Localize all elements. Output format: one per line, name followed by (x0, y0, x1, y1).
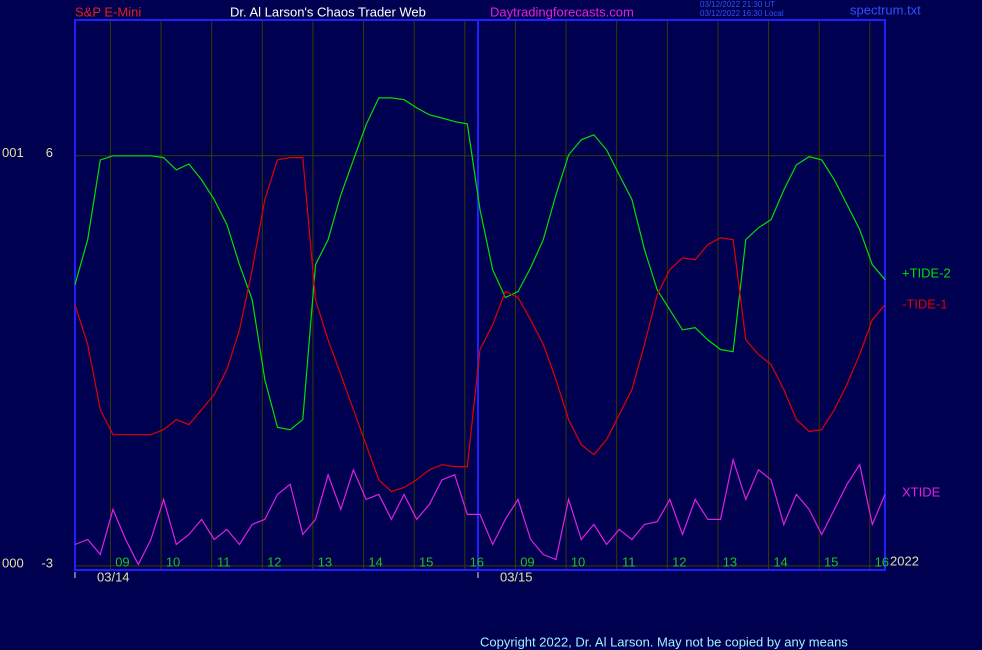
series-label: -TIDE-1 (902, 296, 948, 311)
series-label: XTIDE (902, 484, 941, 499)
x-tick-label: 13 (318, 554, 332, 569)
x-tick-label: 11 (622, 554, 636, 569)
date-label: 03/14 (97, 569, 130, 584)
x-tick-label: 10 (571, 554, 585, 569)
timestamp: 03/12/2022 16:30 Local (700, 9, 784, 18)
x-tick-label: 09 (115, 554, 129, 569)
x-tick-label: 16 (470, 554, 484, 569)
timestamp: 03/12/2022 21:30 UT (700, 0, 775, 9)
plot-frame (74, 19, 886, 571)
x-tick-label: 13 (723, 554, 737, 569)
x-tick-label: 15 (824, 554, 838, 569)
x-tick-label: 12 (672, 554, 686, 569)
date-label: 03/15 (500, 569, 533, 584)
x-tick-label: 14 (368, 554, 382, 569)
instrument: S&P E-Mini (75, 4, 141, 19)
x-tick-label: 10 (166, 554, 180, 569)
x-tick-label: 16 (875, 554, 889, 569)
x-tick-label: 14 (773, 554, 787, 569)
copyright: Copyright 2022, Dr. Al Larson. May not b… (480, 634, 848, 649)
year-label: 2022 (890, 553, 919, 568)
x-tick-label: 15 (419, 554, 433, 569)
url: Daytradingforecasts.com (490, 4, 634, 19)
y-tick-prefix: 000 (2, 555, 24, 570)
y-tick-label: -3 (41, 555, 53, 570)
x-tick-label: 12 (267, 554, 281, 569)
series-line (74, 157, 886, 493)
y-tick-prefix: 001 (2, 145, 24, 160)
x-tick-label: 09 (520, 554, 534, 569)
series-label: +TIDE-2 (902, 265, 951, 280)
series-line (74, 97, 886, 431)
file-name: spectrum.txt (850, 2, 921, 17)
x-tick-label: 11 (217, 554, 231, 569)
site-title: Dr. Al Larson's Chaos Trader Web (230, 4, 426, 19)
series-line (74, 457, 886, 566)
y-tick-label: 6 (46, 145, 53, 160)
